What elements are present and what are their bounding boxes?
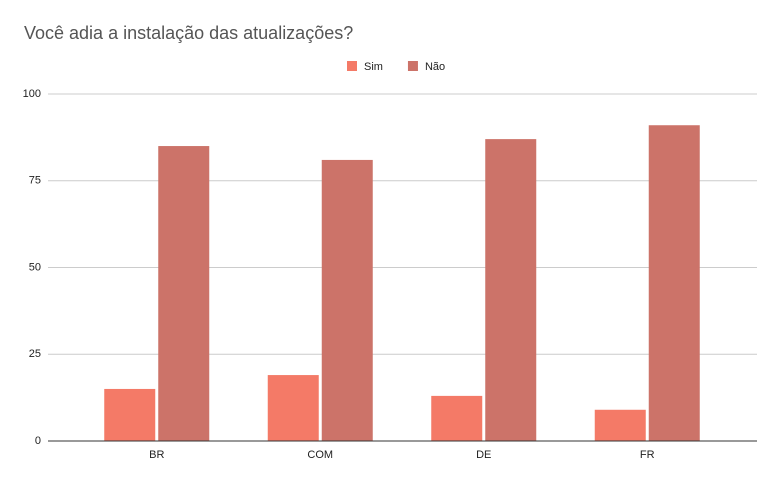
chart-title: Você adia a instalação das atualizações?	[24, 23, 353, 43]
y-tick-label: 25	[29, 348, 41, 360]
bar	[104, 388, 156, 441]
x-tick-label: DE	[476, 449, 491, 461]
x-tick-label: FR	[640, 449, 655, 461]
bar	[158, 146, 210, 442]
y-tick-label: 100	[23, 88, 41, 100]
bar	[321, 159, 373, 441]
bar	[485, 139, 537, 442]
y-tick-label: 75	[29, 175, 41, 187]
x-tick-label: COM	[307, 449, 333, 461]
y-tick-label: 0	[35, 435, 41, 447]
y-tick-label: 50	[29, 261, 41, 273]
bar	[648, 125, 700, 441]
bar	[431, 395, 483, 441]
legend-label: Sim	[364, 61, 383, 73]
legend-swatch	[407, 61, 418, 71]
bar	[267, 375, 319, 441]
bar	[594, 409, 646, 441]
legend-swatch	[347, 61, 357, 71]
x-tick-label: BR	[149, 449, 164, 461]
legend-label: Não	[425, 61, 445, 73]
